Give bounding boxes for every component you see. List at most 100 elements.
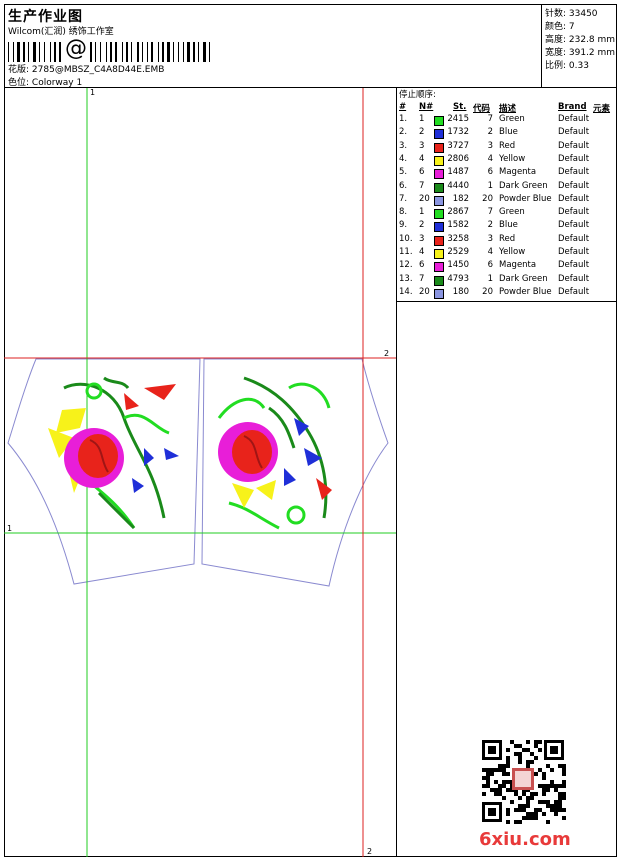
row-code: 7	[487, 207, 493, 218]
color-swatch	[434, 288, 444, 299]
page-title: 生产作业图	[8, 9, 83, 25]
header: 生产作业图 Wilcom(汇润) 绣饰工作室 @ 花版: 2785@MBSZ_C…	[4, 4, 617, 88]
stat-width: 宽度: 391.2 mm	[545, 48, 616, 58]
row-brand: Default	[558, 286, 590, 297]
sequence-title: 停止顺序:	[399, 90, 436, 100]
row-stitches: 1582	[447, 220, 469, 231]
row-stitches: 3258	[447, 233, 469, 244]
row-num: 11.	[399, 247, 413, 257]
row-needle: 20	[419, 193, 430, 204]
row-desc: Powder Blue	[499, 193, 552, 204]
guide-label-h1: 1	[7, 524, 12, 533]
row-num: 10.	[399, 233, 413, 244]
row-brand: Default	[558, 114, 590, 124]
row-needle: 3	[419, 140, 425, 151]
stats-box: 针数: 33450 颜色: 7 高度: 232.8 mm 宽度: 391.2 m…	[541, 4, 618, 88]
stat-stitches: 针数: 33450	[545, 9, 598, 19]
row-code: 3	[487, 140, 493, 151]
row-brand: Default	[558, 207, 590, 218]
guide-label-v2: 2	[367, 847, 372, 856]
row-desc: Magenta	[499, 260, 537, 271]
color-swatch	[434, 235, 444, 246]
row-desc: Green	[499, 114, 525, 124]
row-num: 8.	[399, 207, 408, 218]
row-code: 6	[487, 260, 493, 271]
row-brand: Default	[558, 260, 590, 271]
row-num: 3.	[399, 140, 408, 151]
row-needle: 6	[419, 260, 425, 271]
row-brand: Default	[558, 153, 590, 164]
row-code: 1	[487, 180, 493, 191]
company-name: Wilcom(汇润) 绣饰工作室	[8, 27, 114, 37]
row-code: 7	[487, 114, 493, 124]
row-code: 2	[487, 127, 493, 138]
table-row: 9. 2 1582 2 Blue Default	[397, 220, 618, 233]
row-needle: 1	[419, 114, 425, 124]
row-code: 6	[487, 167, 493, 178]
stat-scale: 比例: 0.33	[545, 61, 589, 71]
col-header-needle: N#	[419, 102, 434, 112]
color-swatch	[434, 209, 444, 220]
row-brand: Default	[558, 247, 590, 257]
row-stitches: 4440	[447, 180, 469, 191]
color-swatch	[434, 155, 444, 166]
table-row: 10. 3 3258 3 Red Default	[397, 234, 618, 247]
row-stitches: 182	[452, 193, 469, 204]
row-needle: 6	[419, 167, 425, 178]
table-row: 11. 4 2529 4 Yellow Default	[397, 247, 618, 260]
row-needle: 7	[419, 273, 425, 284]
embroidery-motif-right	[217, 376, 332, 530]
guide-label-v1: 1	[90, 88, 95, 97]
row-stitches: 180	[452, 286, 469, 297]
col-header-brand: Brand	[558, 102, 587, 112]
row-brand: Default	[558, 167, 590, 178]
table-row: 6. 7 4440 1 Dark Green Default	[397, 181, 618, 194]
row-stitches: 2415	[447, 114, 469, 124]
row-desc: Dark Green	[499, 273, 548, 284]
garment-outline	[7, 358, 389, 587]
row-num: 1.	[399, 114, 408, 124]
barcode: @	[8, 36, 274, 62]
row-stitches: 2529	[447, 247, 469, 257]
row-desc: Dark Green	[499, 180, 548, 191]
row-num: 13.	[399, 273, 413, 284]
row-desc: Blue	[499, 127, 518, 138]
color-swatch	[434, 182, 444, 193]
row-needle: 20	[419, 286, 430, 297]
row-needle: 4	[419, 247, 425, 257]
design-file-line: 花版: 2785@MBSZ_C4A8D44E.EMB	[8, 62, 164, 75]
table-row: 1. 1 2415 7 Green Default	[397, 114, 618, 127]
color-swatch	[434, 262, 444, 273]
stat-height: 高度: 232.8 mm	[545, 35, 616, 45]
design-label: 花版:	[8, 65, 30, 75]
row-needle: 2	[419, 220, 425, 231]
color-swatch	[434, 275, 444, 286]
row-needle: 4	[419, 153, 425, 164]
row-desc: Yellow	[499, 153, 526, 164]
row-brand: Default	[558, 193, 590, 204]
row-needle: 3	[419, 233, 425, 244]
embroidery-motif-left	[48, 376, 179, 530]
color-swatch	[434, 116, 444, 126]
colorway-label: 色位:	[8, 78, 30, 88]
design-preview: 1 1 2 2	[4, 88, 396, 857]
row-num: 5.	[399, 167, 408, 178]
row-code: 1	[487, 273, 493, 284]
row-stitches: 1450	[447, 260, 469, 271]
row-desc: Powder Blue	[499, 286, 552, 297]
row-brand: Default	[558, 127, 590, 138]
row-code: 3	[487, 233, 493, 244]
table-row: 2. 2 1732 2 Blue Default	[397, 127, 618, 140]
barcode-bars	[8, 42, 214, 62]
col-header-num: #	[399, 102, 407, 112]
row-stitches: 1732	[447, 127, 469, 138]
panel-divider	[396, 88, 397, 857]
row-num: 7.	[399, 193, 408, 204]
stat-colors: 颜色: 7	[545, 22, 575, 32]
design-value: 2785@MBSZ_C4A8D44E.EMB	[31, 65, 165, 75]
guide-label-h2: 2	[384, 349, 389, 358]
table-row: 12. 6 1450 6 Magenta Default	[397, 260, 618, 273]
color-swatch	[434, 142, 444, 153]
colorway-line: 色位: Colorway 1	[8, 75, 82, 88]
row-brand: Default	[558, 233, 590, 244]
